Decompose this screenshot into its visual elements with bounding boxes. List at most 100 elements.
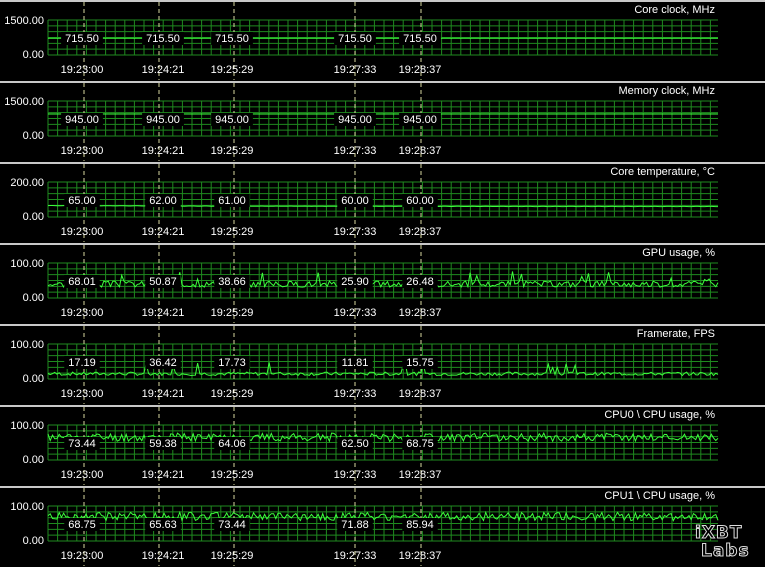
- value-label-bg: [142, 113, 184, 126]
- series-line: [47, 432, 719, 443]
- time-axis-label: 19:23:00: [61, 145, 104, 157]
- cursor-value-label: 73.44: [218, 519, 246, 531]
- time-axis-label: 19:28:37: [399, 145, 442, 157]
- time-axis-label: 19:25:29: [211, 550, 254, 562]
- time-axis-label: 19:27:33: [334, 145, 377, 157]
- value-label-bg: [402, 275, 438, 288]
- value-label-bg: [402, 194, 438, 207]
- value-label-bg: [334, 113, 376, 126]
- value-label-bg: [64, 518, 100, 531]
- panel-separator: [0, 0, 765, 2]
- cursor-value-label: 945.00: [215, 114, 249, 126]
- cursor-value-label: 85.94: [406, 519, 434, 531]
- time-axis-label: 19:28:37: [399, 550, 442, 562]
- cursor-value-label: 25.90: [341, 276, 369, 288]
- cursor-value-label: 64.06: [218, 438, 246, 450]
- cursor-value-label: 60.00: [341, 195, 369, 207]
- panel-separator: [0, 486, 765, 488]
- value-label-bg: [402, 518, 438, 531]
- value-label-bg: [145, 437, 181, 450]
- value-label-bg: [64, 437, 100, 450]
- time-axis-label: 19:24:21: [142, 550, 185, 562]
- panel-separator: [0, 162, 765, 164]
- panel-title: GPU usage, %: [642, 247, 715, 259]
- value-label-bg: [337, 194, 373, 207]
- time-axis-label: 19:24:21: [142, 145, 185, 157]
- ixbt-labs-logo: iXBT Labs: [695, 523, 750, 562]
- time-axis-label: 19:24:21: [142, 307, 185, 319]
- cursor-value-label: 11.81: [342, 357, 369, 369]
- y-axis-min-label: 0.00: [23, 130, 44, 142]
- time-axis-label: 19:28:37: [399, 388, 442, 400]
- graph-panel: 200.00 0.00 Core temperature, °C 65.00 62.00…: [0, 162, 765, 242]
- cursor-value-label: 945.00: [65, 114, 99, 126]
- cursor-value-label: 71.88: [341, 519, 369, 531]
- y-axis-max-label: 200.00: [10, 177, 44, 189]
- time-axis-label: 19:23:00: [61, 226, 104, 238]
- value-label-bg: [142, 32, 184, 45]
- value-label-bg: [64, 194, 100, 207]
- time-axis-label: 19:23:00: [61, 388, 104, 400]
- value-label-bg: [337, 356, 373, 369]
- time-axis-label: 19:28:37: [399, 226, 442, 238]
- cursor-value-label: 68.75: [406, 438, 434, 450]
- graph-panel: 100.00 0.00 CPU1 \ CPU usage, % 68.75 65.63 7…: [0, 486, 765, 566]
- y-axis-min-label: 0.00: [23, 373, 44, 385]
- cursor-value-label: 26.48: [406, 276, 434, 288]
- value-label-bg: [337, 518, 373, 531]
- cursor-value-label: 61.00: [218, 195, 246, 207]
- cursor-value-label: 36.42: [149, 357, 177, 369]
- graph-panel: 1500.00 0.00 Core clock, MHz 715.50 715.50 71…: [0, 0, 765, 80]
- value-label-bg: [211, 32, 253, 45]
- time-axis-label: 19:25:29: [211, 64, 254, 76]
- value-label-bg: [211, 113, 253, 126]
- y-axis-max-label: 100.00: [10, 420, 44, 432]
- graph-panel: 1500.00 0.00 Memory clock, MHz 945.00 945.00…: [0, 81, 765, 161]
- value-label-bg: [61, 32, 103, 45]
- cursor-value-label: 715.50: [215, 33, 249, 45]
- panel-separator: [0, 81, 765, 83]
- panel-title: CPU1 \ CPU usage, %: [604, 490, 715, 502]
- time-axis-label: 19:28:37: [399, 469, 442, 481]
- value-label-bg: [145, 356, 181, 369]
- graph-panel: 100.00 0.00 Framerate, FPS 17.19 36.42 17.73 1…: [0, 324, 765, 404]
- cursor-value-label: 62.00: [149, 195, 177, 207]
- cursor-value-label: 68.01: [68, 276, 96, 288]
- value-label-bg: [145, 518, 181, 531]
- y-axis-min-label: 0.00: [23, 292, 44, 304]
- time-axis-label: 19:28:37: [399, 307, 442, 319]
- value-label-bg: [214, 275, 250, 288]
- time-axis-label: 19:25:29: [211, 226, 254, 238]
- cursor-value-label: 945.00: [146, 114, 180, 126]
- cursor-value-label: 38.66: [218, 276, 246, 288]
- series-line: [47, 510, 719, 522]
- time-axis-label: 19:24:21: [142, 388, 185, 400]
- y-axis-max-label: 1500.00: [4, 15, 44, 27]
- cursor-value-label: 59.38: [149, 438, 177, 450]
- y-axis-min-label: 0.00: [23, 49, 44, 61]
- value-label-bg: [145, 275, 181, 288]
- time-axis-label: 19:24:21: [142, 64, 185, 76]
- series-line: [47, 362, 719, 377]
- time-axis-label: 19:24:21: [142, 469, 185, 481]
- y-axis-min-label: 0.00: [23, 211, 44, 223]
- value-label-bg: [334, 32, 376, 45]
- y-axis-max-label: 100.00: [10, 501, 44, 513]
- value-label-bg: [399, 113, 441, 126]
- cursor-value-label: 68.75: [68, 519, 96, 531]
- cursor-value-label: 65.63: [149, 519, 177, 531]
- panel-title: Framerate, FPS: [637, 328, 715, 340]
- time-axis-label: 19:23:00: [61, 469, 104, 481]
- panel-title: Memory clock, MHz: [618, 85, 715, 97]
- value-label-bg: [214, 518, 250, 531]
- value-label-bg: [337, 275, 373, 288]
- value-label-bg: [402, 356, 438, 369]
- y-axis-min-label: 0.00: [23, 454, 44, 466]
- graph-panel: 100.00 0.00 GPU usage, % 68.01 50.87 38.66 25.…: [0, 243, 765, 323]
- y-axis-max-label: 1500.00: [4, 96, 44, 108]
- time-axis-label: 19:23:00: [61, 64, 104, 76]
- panel-separator: [0, 243, 765, 245]
- cursor-value-label: 715.50: [65, 33, 99, 45]
- panel-title: Core temperature, °C: [610, 166, 715, 178]
